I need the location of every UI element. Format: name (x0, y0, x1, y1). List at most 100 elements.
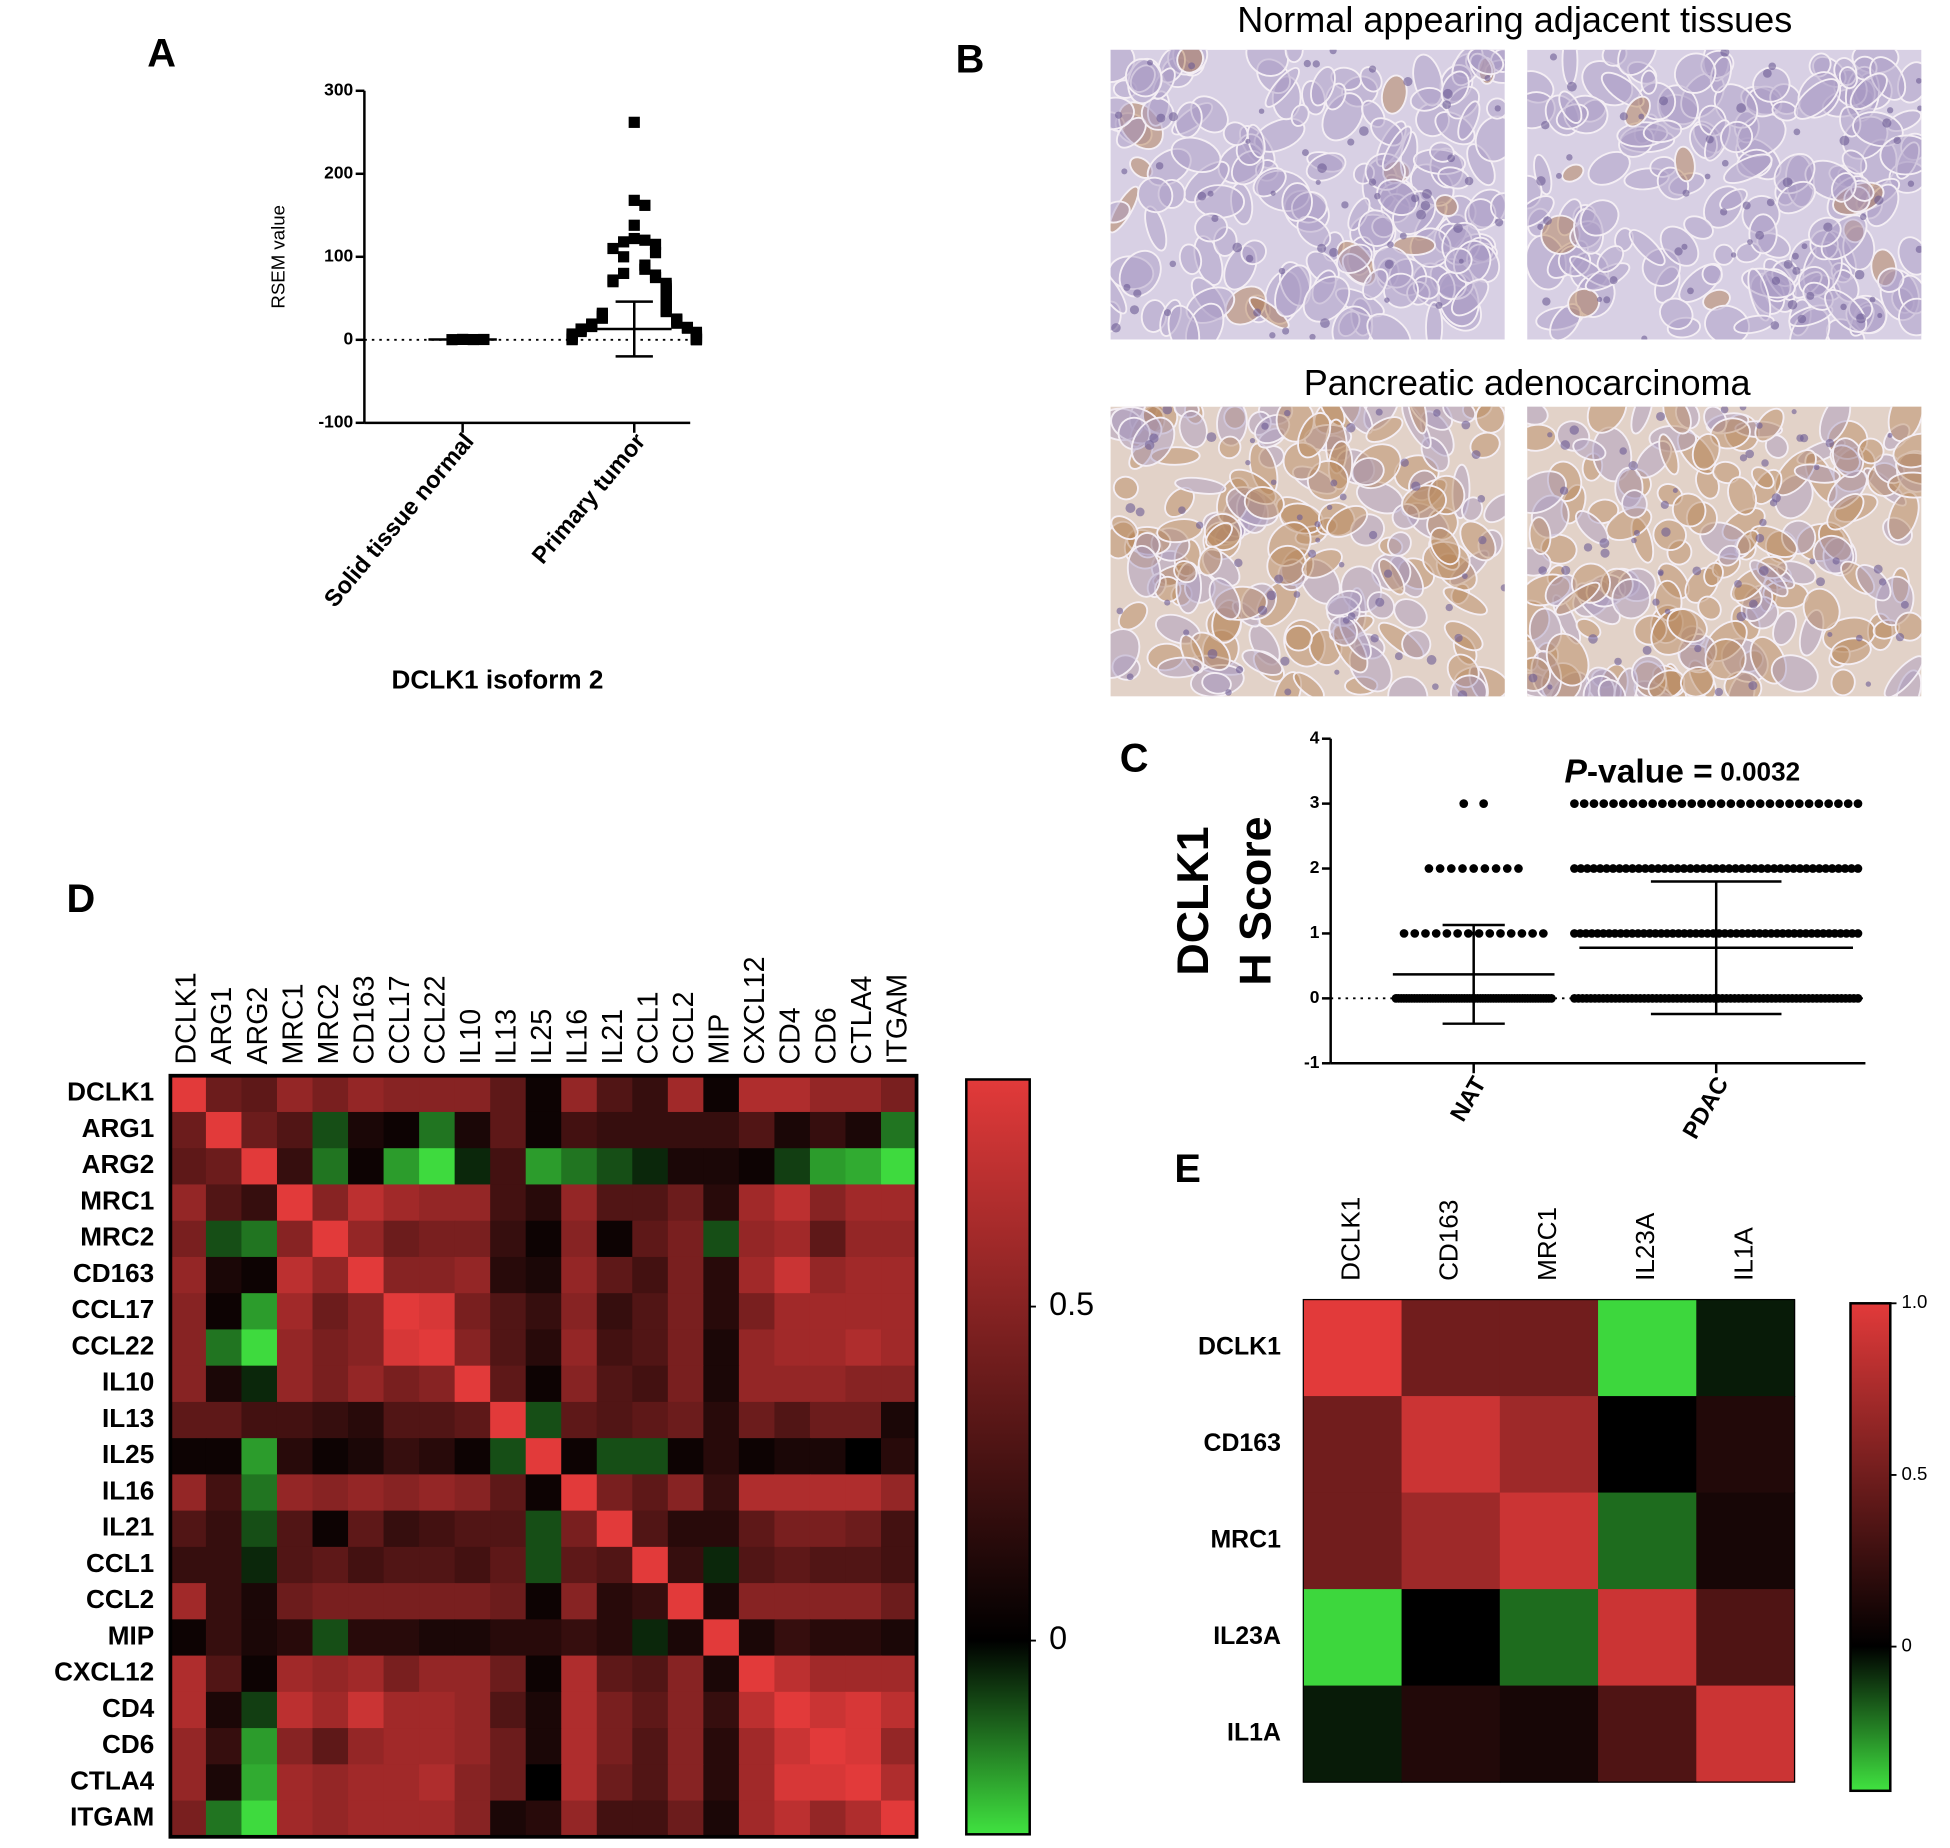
nucleus (1433, 409, 1441, 417)
nucleus (1547, 432, 1553, 438)
nucleus (1756, 422, 1763, 429)
heatmap-cell (312, 1583, 349, 1620)
heatmap-cell (383, 1256, 420, 1294)
cell-texture (1205, 521, 1233, 548)
cell-texture (1658, 433, 1680, 476)
nucleus (1603, 296, 1611, 304)
colorbar (1849, 1302, 1892, 1793)
nucleus (1770, 321, 1780, 330)
heatmap-cell (667, 1619, 704, 1657)
nucleus (1547, 684, 1553, 690)
y-tick-label: 0 (1310, 987, 1320, 1007)
heatmap-cell (881, 1438, 918, 1476)
row-label: ARG1 (82, 1113, 155, 1143)
nucleus (1874, 195, 1884, 205)
nucleus (1315, 537, 1321, 543)
heatmap-cell (170, 1655, 207, 1693)
dot-row (1391, 994, 1556, 1003)
row-label: IL21 (102, 1512, 154, 1542)
heatmap-cell (667, 1546, 704, 1584)
heatmap-cell (490, 1764, 527, 1802)
heatmap-cell (348, 1800, 385, 1838)
data-point (1463, 929, 1473, 938)
column-label: IL13 (490, 1009, 522, 1065)
cell-texture (1679, 666, 1715, 697)
heatmap-cell (703, 1148, 740, 1186)
data-point (1435, 864, 1445, 873)
heatmap-cell (348, 1764, 385, 1802)
heatmap-cell (845, 1619, 882, 1657)
heatmap-cell (312, 1764, 349, 1802)
heatmap-cell (312, 1184, 349, 1222)
heatmap-cell (241, 1474, 278, 1512)
cell-texture (1774, 474, 1814, 520)
row-label: IL16 (102, 1475, 154, 1505)
heatmap-cell (170, 1148, 207, 1186)
cell-texture (1474, 115, 1505, 163)
heatmap-cell (703, 1619, 740, 1657)
nucleus (1274, 574, 1284, 584)
nucleus (1232, 242, 1243, 253)
nucleus (1628, 460, 1638, 471)
cell-texture (1292, 671, 1325, 697)
nucleus (1282, 327, 1290, 335)
cell-texture (1772, 610, 1798, 646)
cell-texture (1674, 145, 1696, 183)
heatmap-cell (419, 1438, 456, 1476)
cell-texture (1110, 520, 1137, 560)
heatmap-cell (632, 1329, 669, 1367)
data-point (1615, 864, 1624, 873)
data-point (690, 334, 703, 346)
heatmap-cell (703, 1220, 740, 1258)
heatmap-cell (561, 1075, 598, 1113)
heatmap-cell (170, 1256, 207, 1294)
nucleus (1149, 433, 1159, 443)
data-point (1755, 799, 1765, 808)
heatmap-cell (881, 1510, 918, 1548)
nucleus (1759, 518, 1767, 527)
cell-texture (1596, 245, 1625, 273)
cell-texture (1892, 432, 1922, 469)
heatmap-cell (205, 1365, 243, 1403)
heatmap-cell (419, 1365, 456, 1403)
data-point (1453, 929, 1462, 938)
heatmap-cell (596, 1365, 633, 1403)
column-label: CCL17 (384, 976, 416, 1065)
data-point (1496, 929, 1505, 938)
heatmap-cell (348, 1510, 385, 1548)
cell-texture (1723, 670, 1763, 697)
heatmap-cell (703, 1474, 740, 1512)
cell-texture (1640, 69, 1658, 95)
cell-texture (1467, 49, 1505, 76)
data-point (1821, 864, 1831, 873)
heatmap-cell (667, 1800, 704, 1838)
heatmap-cell (348, 1401, 385, 1439)
heatmap-cell (383, 1655, 420, 1693)
heatmap-cell (632, 1583, 669, 1620)
data-point (1853, 799, 1863, 808)
cell-texture (1337, 310, 1361, 338)
heatmap-cell (1598, 1396, 1697, 1494)
heatmap-cell (348, 1365, 385, 1403)
heatmap-cell (881, 1655, 918, 1693)
nucleus (1806, 291, 1815, 300)
nucleus (1317, 243, 1327, 253)
nucleus (1656, 411, 1666, 421)
heatmap-cell (490, 1329, 527, 1367)
heatmap-cell (454, 1764, 491, 1802)
column-label: MRC1 (1532, 1207, 1562, 1281)
nucleus (1500, 584, 1505, 592)
nucleus (1249, 437, 1256, 444)
cell-texture (1401, 629, 1432, 660)
heatmap-cell (312, 1510, 349, 1548)
nucleus (1542, 297, 1551, 306)
heatmap-cell (205, 1293, 243, 1331)
nucleus (1915, 245, 1922, 254)
heatmap-cell (241, 1510, 278, 1548)
data-point (1692, 864, 1702, 873)
heatmap-cell (312, 1111, 349, 1149)
nucleus (1432, 683, 1439, 690)
heatmap-cell (419, 1728, 456, 1765)
cell-texture (1284, 624, 1313, 652)
nucleus (1917, 105, 1922, 111)
